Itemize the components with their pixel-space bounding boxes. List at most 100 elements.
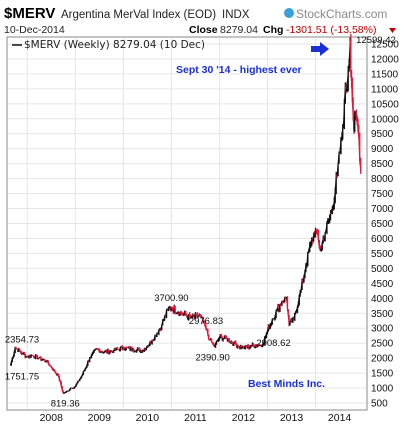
y-tick-label: 10000 (371, 114, 399, 125)
price-segment (155, 333, 158, 337)
price-segment (153, 334, 156, 341)
price-segment (74, 384, 77, 387)
price-segment (242, 345, 244, 348)
price-segment (263, 337, 266, 345)
price-segment (29, 354, 32, 358)
price-segment (270, 319, 273, 324)
price-segment (135, 349, 138, 353)
price-segment (76, 380, 79, 384)
x-tick-label: 2010 (136, 412, 160, 424)
price-segment (14, 347, 17, 349)
price-segment (32, 355, 35, 358)
price-segment (75, 382, 78, 385)
price-segment (44, 360, 46, 363)
price-segment (219, 334, 222, 337)
price-segment (57, 375, 60, 381)
price-segment (50, 366, 53, 370)
price-segment (124, 346, 127, 350)
price-segment (319, 248, 322, 251)
price-segment (18, 348, 21, 352)
price-segment (314, 229, 317, 238)
price-segment (85, 365, 88, 368)
value-annotations: 2354.73 1751.75 819.36 3700.90 2976.83 2390.9… (5, 35, 396, 409)
price-segment (225, 337, 228, 340)
price-segment (100, 351, 103, 354)
price-segment (91, 351, 94, 354)
price-segment (204, 325, 207, 330)
price-segment (161, 320, 164, 326)
price-segment (317, 240, 320, 249)
price-segment (324, 230, 327, 233)
price-segment (83, 370, 85, 372)
y-tick-label: 9500 (371, 129, 394, 140)
price-segment (118, 346, 121, 351)
price-segment (88, 358, 91, 362)
price-segment (230, 341, 233, 344)
price-segment (43, 359, 46, 362)
price-segment (84, 366, 87, 369)
price-segment (35, 354, 38, 360)
price-segment (351, 102, 354, 119)
price-segment (304, 265, 307, 273)
y-tick-label: 5000 (371, 264, 394, 275)
price-segment (283, 297, 286, 303)
y-tick-label: 11500 (371, 69, 399, 80)
y-tick-label: 4500 (371, 279, 394, 290)
price-segment (13, 347, 16, 353)
y-tick-label: 4000 (371, 294, 394, 305)
price-segment (358, 136, 361, 162)
price-segment (261, 344, 264, 348)
y-tick-label: 11000 (371, 84, 399, 95)
price-segment (110, 350, 113, 352)
brand-icon (284, 8, 294, 18)
price-segment (179, 311, 182, 314)
price-segment (248, 346, 251, 349)
price-segment (252, 343, 254, 346)
price-segment (34, 354, 37, 359)
price-segment (359, 161, 362, 171)
price-segment (325, 222, 328, 231)
price-segment (257, 344, 260, 346)
y-tick-label: 10500 (371, 99, 399, 110)
price-segment (45, 360, 47, 363)
price-segment (336, 163, 339, 176)
price-segment (296, 303, 299, 307)
price-segment (165, 309, 168, 317)
y-tick-label: 2000 (371, 354, 394, 365)
x-tick-label: 2009 (88, 412, 112, 424)
price-segment (152, 339, 155, 342)
x-tick-label: 2011 (184, 412, 207, 424)
price-segment (54, 371, 57, 374)
price-segment (343, 86, 346, 104)
price-segment (19, 350, 22, 353)
price-segment (299, 289, 302, 293)
price-segment (286, 309, 289, 316)
price-segment (278, 304, 281, 311)
y-tick-label: 7000 (371, 204, 394, 215)
price-segment (294, 312, 297, 314)
price-segment (11, 356, 14, 359)
price-segment (80, 375, 83, 378)
price-segment (206, 329, 209, 335)
price-segment (167, 307, 170, 311)
price-segment (302, 276, 305, 283)
price-segment (351, 82, 353, 103)
exchange-label: INDX (222, 9, 250, 21)
price-segment (196, 316, 199, 318)
price-segment (109, 350, 112, 353)
price-segment (141, 350, 144, 353)
price-segment (271, 317, 274, 320)
chg-value: -1301.51 (-13.58%) (286, 24, 376, 36)
price-segment (71, 387, 73, 389)
price-segment (173, 306, 176, 313)
price-segment (210, 338, 213, 343)
price-segment (337, 152, 340, 164)
price-segment (81, 374, 83, 377)
price-segment (306, 252, 309, 265)
price-segment (298, 292, 301, 296)
y-axis: 500 1000 1500 2000 2500 3000 3500 4000 4500 5000 5… (371, 39, 399, 409)
price-segment (39, 356, 42, 361)
legend-label: $MERV (Weekly) 8279.04 (10 Dec) (24, 39, 205, 51)
price-segment (297, 294, 300, 304)
